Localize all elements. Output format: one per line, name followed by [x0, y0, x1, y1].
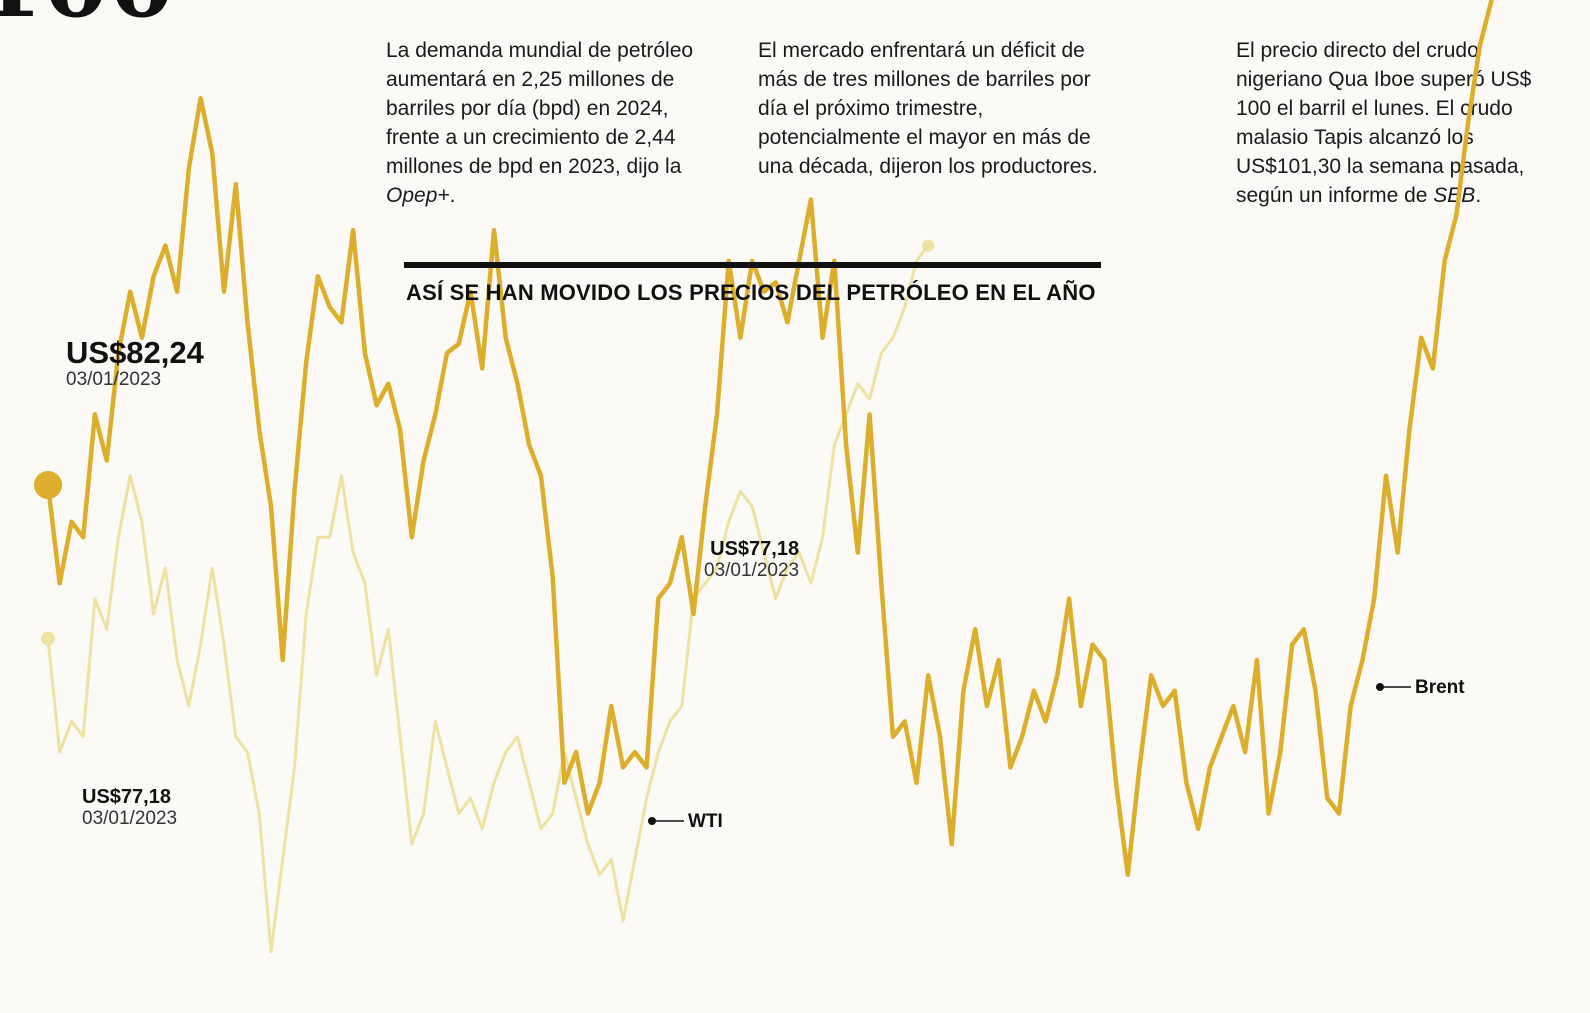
- brent-start-label: US$82,24 03/01/2023: [66, 336, 204, 390]
- paragraph-deficit: El mercado enfrentará un déficit de más …: [758, 36, 1108, 181]
- paragraph-opep-tail: .: [449, 184, 456, 207]
- wti-mid-date: 03/01/2023: [704, 560, 800, 581]
- wti-start-date: 03/01/2023: [82, 808, 178, 829]
- series-tag-brent: Brent: [1415, 677, 1465, 698]
- series-start-marker-brent: [34, 471, 62, 500]
- wti-start-label: US$77,18 03/01/2023: [82, 786, 177, 829]
- wti-end-marker: [922, 239, 935, 252]
- wti-start-value: US$77,18: [82, 786, 171, 808]
- paragraph-opep-text: La demanda mundial de petróleo aumentará…: [386, 39, 694, 178]
- series-tag-wti: WTI: [688, 811, 723, 832]
- wti-mid-value: US$77,18: [710, 538, 800, 560]
- series-line-wti: [46, 244, 930, 954]
- headline-rule: [404, 262, 1101, 268]
- paragraph-qua-iboe: El precio directo del crudo nigeriano Qu…: [1236, 36, 1556, 210]
- big-title-fragment: 100: [0, 0, 176, 30]
- paragraph-qua-iboe-tail: .: [1475, 184, 1482, 207]
- chart-title: ASÍ SE HAN MOVIDO LOS PRECIOS DEL PETRÓL…: [406, 280, 1096, 305]
- paragraph-qua-iboe-text: El precio directo del crudo nigeriano Qu…: [1236, 39, 1532, 207]
- paragraph-deficit-text: El mercado enfrentará un déficit de más …: [758, 39, 1098, 178]
- wti-mid-label: US$77,18 03/01/2023: [704, 538, 799, 581]
- brent-start-date: 03/01/2023: [66, 369, 162, 390]
- brent-start-value: US$82,24: [66, 335, 204, 370]
- paragraph-opep-em: Opep+: [386, 184, 450, 207]
- series-line-brent: [45, 0, 1494, 878]
- paragraph-qua-iboe-em: SEB: [1433, 184, 1476, 207]
- series-start-marker-wti: [41, 631, 55, 646]
- paragraph-opep-demand: La demanda mundial de petróleo aumentará…: [386, 36, 716, 210]
